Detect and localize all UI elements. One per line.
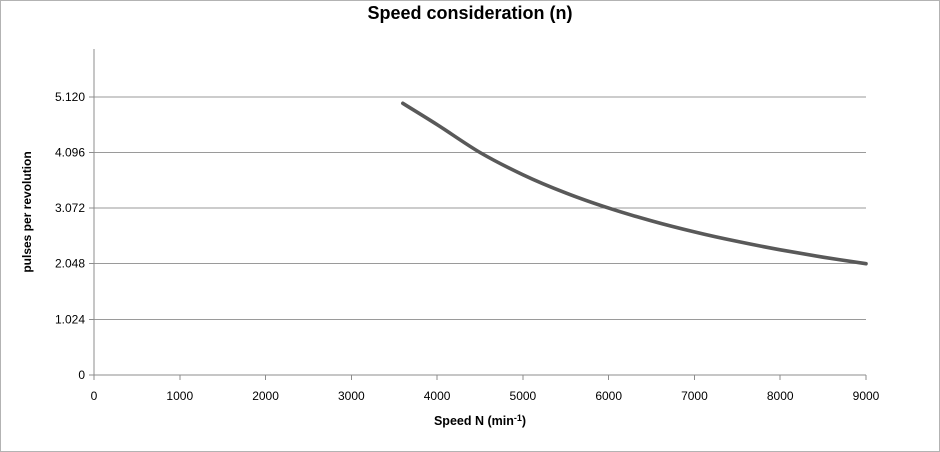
y-tick-label: 3.072 [55, 201, 85, 215]
y-tick-label: 1.024 [55, 312, 85, 326]
x-tick-label: 0 [91, 389, 98, 403]
y-tick-label: 5.120 [55, 90, 85, 104]
y-tick-label: 4.096 [55, 145, 85, 159]
x-tick-label: 9000 [853, 389, 880, 403]
x-axis-title-text: Speed N (min [433, 414, 514, 428]
y-axis-title: pulses per revolution [20, 151, 34, 273]
x-tick-label: 8000 [767, 389, 794, 403]
series-curve [401, 101, 868, 266]
x-tick-label: 5000 [510, 389, 537, 403]
x-tick-label: 6000 [595, 389, 622, 403]
chart-title: Speed consideration (n) [367, 3, 573, 23]
x-axis-title-superscript: -1 [513, 413, 522, 423]
x-tick-label: 1000 [166, 389, 193, 403]
x-tick-label: 2000 [252, 389, 279, 403]
x-tick-label: 3000 [338, 389, 365, 403]
y-tick-label: 2.048 [55, 257, 85, 271]
x-axis-title: Speed N (min-1) [94, 413, 866, 428]
y-tick-label: 0 [78, 368, 85, 382]
x-tick-label: 7000 [681, 389, 708, 403]
x-tick-label: 4000 [424, 389, 451, 403]
x-axis-title-close: ) [521, 414, 527, 428]
